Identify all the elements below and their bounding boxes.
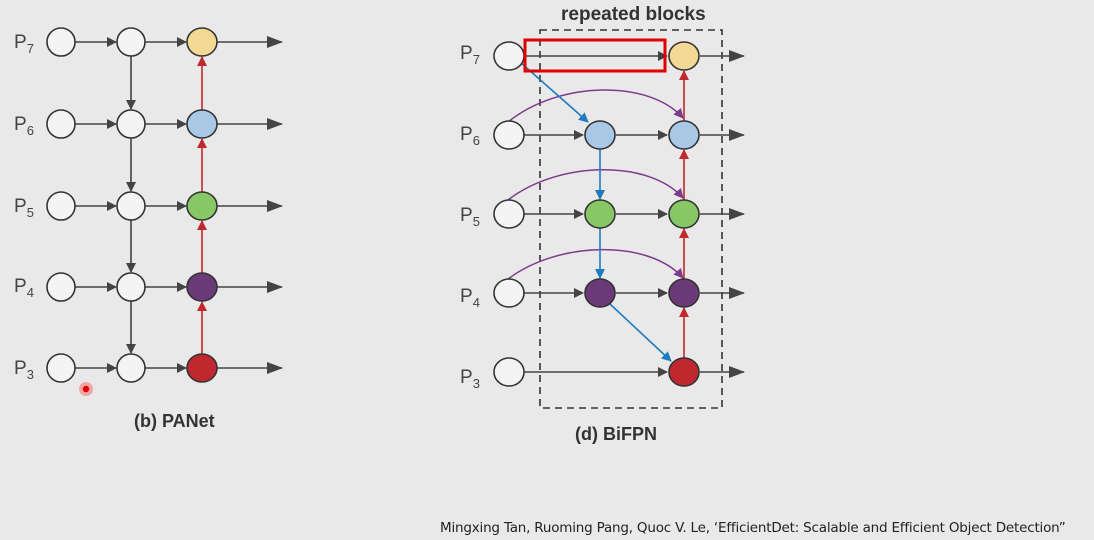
bifpn-skip-arrow-p5 (507, 169, 684, 201)
panet-input-node-p4 (46, 272, 76, 302)
panet-label-p3: P3 (14, 358, 34, 382)
bifpn-label-p7: P7 (460, 43, 480, 67)
panet-mid-node-p5 (116, 191, 146, 221)
repeated-blocks-box (539, 29, 723, 409)
bifpn-diagram: repeated blocks P7 P6 P5 P4 P3 (460, 4, 745, 444)
bifpn-skip-arrow-p6 (507, 89, 684, 123)
panet-out-node-p5 (186, 191, 218, 221)
bifpn-label-p6: P6 (460, 124, 480, 148)
bifpn-label-p4: P4 (460, 286, 480, 310)
panet-input-node-p6 (46, 109, 76, 139)
panet-mid-node-p6 (116, 109, 146, 139)
panet-input-node-p7 (46, 27, 76, 57)
bifpn-out-node-p4 (668, 278, 700, 308)
repeated-blocks-label: repeated blocks (561, 4, 706, 25)
bifpn-topdown-arrow (609, 303, 672, 362)
panet-out-node-p6 (186, 109, 218, 139)
panet-input-node-p3 (46, 353, 76, 383)
bifpn-out-node-p5 (668, 199, 700, 229)
bifpn-out-node-p6 (668, 120, 700, 150)
panet-caption: (b) PANet (134, 411, 215, 431)
panet-label-p5: P5 (14, 196, 34, 220)
bifpn-out-node-p3 (668, 357, 700, 387)
panet-mid-node-p4 (116, 272, 146, 302)
citation-text: Mingxing Tan, Ruoming Pang, Quoc V. Le, … (440, 520, 1066, 536)
bifpn-caption: (d) BiFPN (575, 424, 657, 444)
panet-out-node-p7 (186, 27, 218, 57)
highlight-box (523, 38, 667, 73)
panet-label-p6: P6 (14, 114, 34, 138)
bifpn-out-node-p7 (668, 41, 700, 71)
panet-mid-node-p3 (116, 353, 146, 383)
panet-input-node-p5 (46, 191, 76, 221)
panet-out-node-p3 (186, 353, 218, 383)
bifpn-mid-node-p6 (584, 120, 616, 150)
bifpn-input-node-p3 (493, 357, 525, 387)
bifpn-input-node-p6 (493, 120, 525, 150)
bifpn-label-p3: P3 (460, 367, 480, 391)
panet-label-p4: P4 (14, 276, 34, 300)
bifpn-mid-node-p5 (584, 199, 616, 229)
bifpn-skip-arrow-p4 (507, 248, 684, 280)
bifpn-input-node-p5 (493, 199, 525, 229)
panet-mid-node-p7 (116, 27, 146, 57)
panet-diagram: P7 P6 P5 P4 P3 (14, 27, 283, 431)
panet-label-p7: P7 (14, 32, 34, 56)
bifpn-input-node-p7 (493, 41, 525, 71)
panet-out-node-p4 (186, 272, 218, 302)
cursor-indicator (79, 382, 93, 396)
bifpn-input-node-p4 (493, 278, 525, 308)
bifpn-mid-node-p4 (584, 278, 616, 308)
bifpn-label-p5: P5 (460, 205, 480, 229)
